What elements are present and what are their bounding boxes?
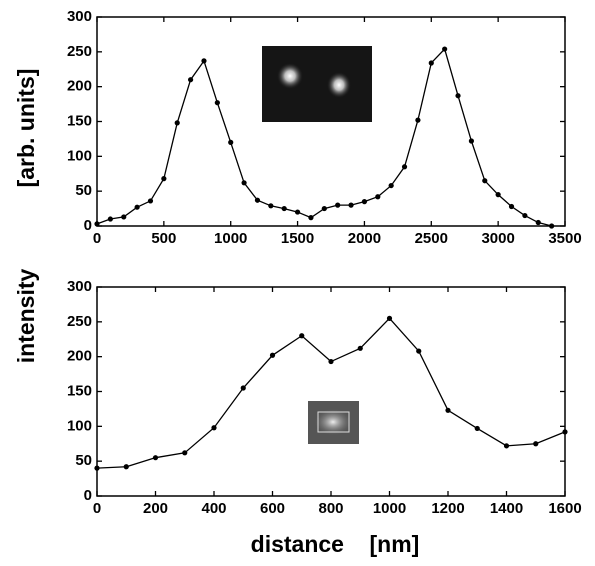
y-tick-label: 0 (84, 487, 92, 504)
data-point (474, 425, 480, 432)
y-tick-label: 50 (75, 182, 92, 199)
data-line (96, 317, 566, 469)
data-point (321, 205, 327, 212)
x-tick-label: 0 (93, 230, 101, 247)
data-point (241, 180, 247, 186)
data-point (357, 345, 363, 351)
data-point (123, 464, 129, 470)
x-tick-label: 800 (318, 500, 343, 517)
data-point (503, 443, 510, 449)
y-tick-label: 300 (67, 278, 92, 295)
y-axis-label: [arb. units] (13, 69, 39, 188)
data-point (94, 465, 100, 471)
data-point (121, 214, 127, 220)
data-point (107, 216, 113, 222)
y-tick-label: 0 (84, 217, 92, 234)
data-point (335, 202, 341, 208)
data-point (386, 315, 393, 321)
x-tick-label: 400 (201, 500, 226, 517)
x-tick-label: 1000 (214, 230, 247, 247)
data-point (308, 215, 314, 221)
data-point (134, 204, 140, 210)
y-tick-label: 150 (67, 382, 92, 399)
data-point (299, 333, 305, 339)
data-point (94, 221, 100, 227)
data-point (214, 100, 220, 106)
data-point (522, 212, 528, 219)
data-point (535, 219, 541, 226)
x-tick-label: 1500 (281, 230, 314, 247)
x-tick-label: 0 (93, 500, 101, 517)
plot-frame (96, 286, 566, 497)
y-axis-label: intensity (13, 269, 39, 364)
x-tick-label: 2000 (348, 230, 381, 247)
data-point (415, 117, 421, 123)
data-point (442, 46, 448, 52)
y-tick-label: 300 (67, 8, 92, 25)
data-point (508, 203, 515, 210)
data-point (445, 407, 451, 413)
data-point (361, 199, 368, 205)
x-tick-label: 3500 (548, 230, 581, 247)
x-tick-label: 1000 (373, 500, 406, 517)
data-point (228, 139, 234, 145)
data-point (240, 385, 246, 391)
x-tick-label: 500 (151, 230, 176, 247)
x-tick-label: 3000 (481, 230, 514, 247)
y-tick-label: 200 (67, 348, 92, 365)
inset-image-bottom (308, 401, 359, 444)
x-tick-label: 200 (143, 500, 168, 517)
data-point (188, 77, 194, 83)
data-point (328, 358, 334, 365)
data-point (533, 441, 539, 447)
data-point (161, 176, 167, 182)
data-point (281, 205, 287, 212)
data-point (562, 429, 568, 435)
data-point (182, 450, 188, 456)
data-point (495, 192, 501, 198)
data-point (468, 138, 474, 144)
y-tick-label: 100 (67, 147, 92, 164)
y-tick-label: 50 (75, 452, 92, 469)
data-point (201, 58, 207, 64)
data-point (416, 348, 422, 354)
data-point (482, 178, 488, 184)
data-point (174, 120, 180, 126)
x-tick-label: 2500 (415, 230, 448, 247)
x-tick-label: 600 (260, 500, 285, 517)
data-point (268, 203, 274, 209)
x-tick-label: 1200 (431, 500, 464, 517)
x-tick-label: 1600 (548, 500, 581, 517)
y-tick-label: 100 (67, 417, 92, 434)
data-point (549, 223, 555, 229)
y-tick-label: 250 (67, 43, 92, 60)
data-point (254, 197, 261, 203)
data-point (152, 455, 159, 461)
data-point (348, 202, 354, 208)
data-point (401, 164, 408, 170)
inset-image-top (262, 46, 372, 122)
data-point (147, 198, 154, 204)
data-point (211, 425, 217, 431)
y-tick-label: 150 (67, 112, 92, 129)
x-tick-label: 1400 (490, 500, 523, 517)
data-point (428, 60, 434, 66)
y-tick-label: 200 (67, 78, 92, 95)
data-point (455, 93, 461, 99)
data-point (269, 352, 276, 358)
y-tick-label: 250 (67, 313, 92, 330)
data-point (294, 209, 301, 215)
x-axis-label: distance [nm] (251, 531, 420, 557)
data-point (375, 194, 381, 200)
data-point (388, 182, 394, 189)
